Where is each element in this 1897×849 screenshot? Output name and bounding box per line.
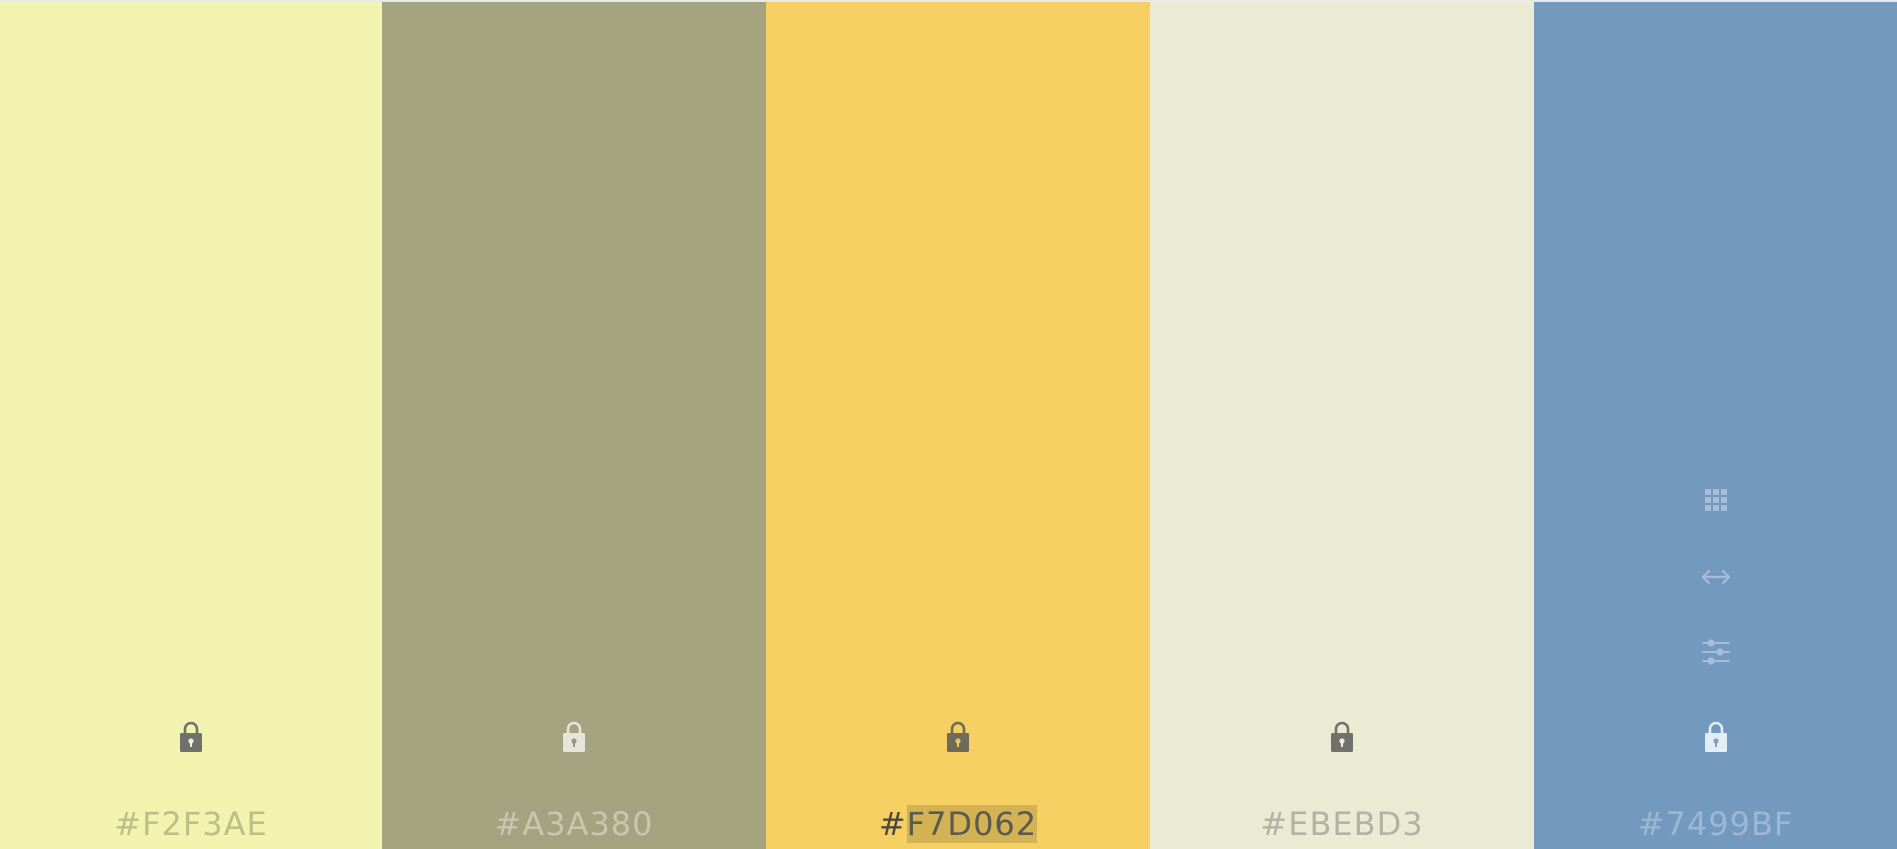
hex-code-text[interactable]: #7499BF bbox=[1637, 805, 1794, 843]
lock-icon[interactable] bbox=[178, 720, 204, 754]
color-swatch-1[interactable]: #F2F3AE bbox=[0, 2, 382, 849]
hex-selected-text[interactable]: F7D062 bbox=[906, 805, 1038, 843]
hex-code-label: #F2F3AE bbox=[0, 802, 382, 846]
lock-icon[interactable] bbox=[1703, 720, 1729, 754]
color-swatch-3[interactable]: #F7D062 bbox=[766, 2, 1150, 849]
drag-arrows-icon[interactable] bbox=[1700, 561, 1732, 593]
color-swatch-5[interactable]: #7499BF bbox=[1534, 2, 1897, 849]
color-swatch-2[interactable]: #A3A380 bbox=[382, 2, 766, 849]
hex-code-text[interactable]: #F7D062 bbox=[877, 802, 1039, 846]
lock-icon[interactable] bbox=[561, 720, 587, 754]
hex-code-text[interactable]: #A3A380 bbox=[494, 805, 654, 843]
color-swatch-4[interactable]: #EBEBD3 bbox=[1150, 2, 1534, 849]
lock-icon[interactable] bbox=[945, 720, 971, 754]
grid-icon[interactable] bbox=[1700, 484, 1732, 516]
hex-code-label: #EBEBD3 bbox=[1150, 802, 1534, 846]
hex-code-text[interactable]: #EBEBD3 bbox=[1260, 805, 1424, 843]
hex-code-label: #7499BF bbox=[1534, 802, 1897, 846]
hex-prefix: # bbox=[878, 805, 907, 843]
lock-icon[interactable] bbox=[1329, 720, 1355, 754]
hex-code-label: #F7D062 bbox=[766, 802, 1150, 846]
adjust-sliders-icon[interactable] bbox=[1700, 636, 1732, 668]
hex-code-label: #A3A380 bbox=[382, 802, 766, 846]
hex-code-text[interactable]: #F2F3AE bbox=[114, 805, 268, 843]
